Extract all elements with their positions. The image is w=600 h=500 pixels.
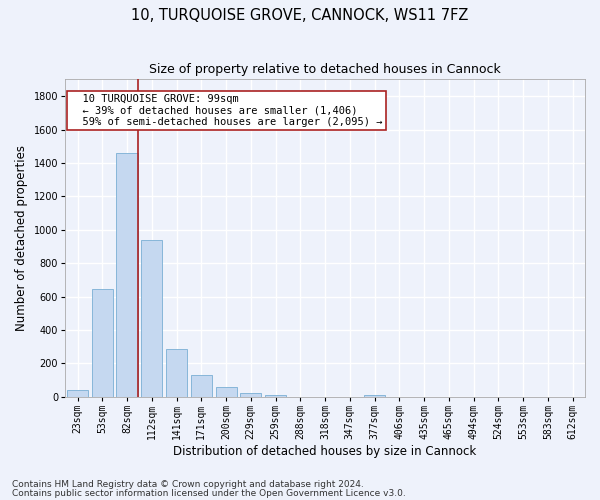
Bar <box>67 390 88 397</box>
Bar <box>166 349 187 397</box>
Bar <box>116 152 137 397</box>
Title: Size of property relative to detached houses in Cannock: Size of property relative to detached ho… <box>149 62 501 76</box>
Text: 10, TURQUOISE GROVE, CANNOCK, WS11 7FZ: 10, TURQUOISE GROVE, CANNOCK, WS11 7FZ <box>131 8 469 22</box>
Bar <box>215 387 236 397</box>
Bar <box>191 376 212 397</box>
Bar <box>141 240 162 397</box>
Bar <box>364 395 385 397</box>
Text: 10 TURQUOISE GROVE: 99sqm
  ← 39% of detached houses are smaller (1,406)
  59% o: 10 TURQUOISE GROVE: 99sqm ← 39% of detac… <box>70 94 383 127</box>
Bar <box>240 393 262 397</box>
Bar <box>265 395 286 397</box>
Y-axis label: Number of detached properties: Number of detached properties <box>15 145 28 331</box>
X-axis label: Distribution of detached houses by size in Cannock: Distribution of detached houses by size … <box>173 444 476 458</box>
Bar <box>92 288 113 397</box>
Text: Contains public sector information licensed under the Open Government Licence v3: Contains public sector information licen… <box>12 488 406 498</box>
Text: Contains HM Land Registry data © Crown copyright and database right 2024.: Contains HM Land Registry data © Crown c… <box>12 480 364 489</box>
